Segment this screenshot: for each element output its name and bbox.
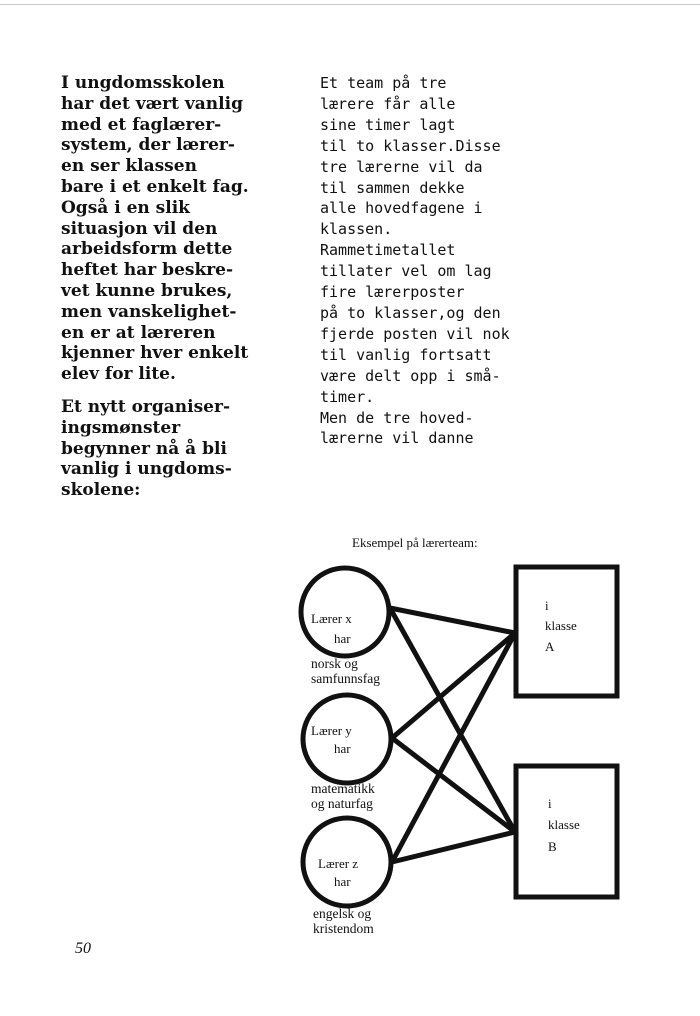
text-line: på to klasser,og den <box>320 303 501 322</box>
teacher-y-label: Lærer y <box>311 723 352 738</box>
teacher-z-circle <box>300 815 394 909</box>
teacher-y-har: har <box>334 741 351 756</box>
teacher-x-subject-1: norsk og <box>311 656 358 671</box>
text-line: ingsmønster <box>61 417 181 438</box>
text-line: men vanskelighet- <box>61 301 237 322</box>
left-column: I ungdomsskolen har det vært vanlig med et… <box>61 73 276 513</box>
class-b-box <box>513 763 620 900</box>
text-line: til vanlig fortsatt <box>320 345 492 364</box>
text-line: arbeidsform dette <box>61 239 233 260</box>
link-z-a <box>389 631 518 864</box>
text-line: I ungdomsskolen <box>61 73 225 93</box>
text-line: vanlig i ungdoms- <box>61 459 232 480</box>
text-line: situasjon vil den <box>61 218 218 239</box>
class-b-klasse: klasse <box>548 817 580 832</box>
text-line: tre lærerne vil da <box>320 157 483 176</box>
teacher-y-circle <box>300 692 394 786</box>
text-line: kjenner hver enkelt <box>61 343 249 364</box>
text-line: fire lærerposter <box>320 283 465 302</box>
text-line: tillater vel om lag <box>320 262 492 281</box>
text-line: Men de tre hoved- <box>320 408 474 427</box>
teacher-y-subject-2: og naturfag <box>311 796 373 811</box>
link-x-a <box>389 605 516 636</box>
teacher-z-subject-1: engelsk og <box>313 906 372 921</box>
link-x-b <box>387 606 518 834</box>
text-line: være delt opp i små- <box>320 366 501 385</box>
teacher-z-subjects: engelsk og kristendom <box>313 906 374 936</box>
text-line: begynner nå å bli <box>61 438 227 459</box>
link-y-a <box>390 631 517 740</box>
class-a-box <box>513 564 620 699</box>
right-paragraph: Et team på tre lærere får alle sine timer … <box>320 73 550 449</box>
text-line: system, der lærer- <box>61 135 235 156</box>
top-rule <box>0 4 700 5</box>
text-line: med et faglærer- <box>61 114 222 135</box>
link-z-b <box>391 829 516 865</box>
page-number: 50 <box>75 940 91 957</box>
text-line: til sammen dekke <box>320 178 465 197</box>
class-b-i: i <box>548 796 552 811</box>
text-line: til to klasser.Disse <box>320 136 501 155</box>
teacher-z-subject-2: kristendom <box>313 921 374 936</box>
text-line: lærere får alle <box>320 94 456 113</box>
left-paragraph-2: Et nytt organiser-ingsmønster begynner nå… <box>61 397 276 501</box>
text-line: Rammetimetallet <box>320 241 456 260</box>
text-line: en ser klassen <box>61 156 197 177</box>
teacher-z-label: Lærer z <box>318 856 358 871</box>
text-line: vet kunne brukes, <box>61 280 233 301</box>
text-line: Et nytt organiser- <box>61 396 231 417</box>
text-line: lærerne vil danne <box>320 429 474 448</box>
text-line: skolene: <box>61 480 141 501</box>
text-line: bare i et enkelt fag. <box>61 176 249 197</box>
teacher-y-subjects: matematikk og naturfag <box>311 781 375 811</box>
text-line: fjerde posten vil nok <box>320 324 510 343</box>
text-line: alle hovedfagene i <box>320 199 483 218</box>
text-line: har det vært vanlig <box>61 93 243 114</box>
teacher-z-har: har <box>334 874 351 889</box>
link-y-b <box>390 736 517 834</box>
teacher-x-circle <box>298 565 392 659</box>
teacher-x-har: har <box>334 631 351 646</box>
text-line: Også i en slik <box>61 197 190 218</box>
teacher-x-subject-2: samfunnsfag <box>311 671 380 686</box>
teacher-x-subjects: norsk og samfunnsfag <box>311 656 380 686</box>
text-line: en er at læreren <box>61 322 216 343</box>
text-line: Et team på tre <box>320 74 447 92</box>
right-column: Et team på tre lærere får alle sine timer … <box>320 73 550 461</box>
left-paragraph-1: I ungdomsskolen har det vært vanlig med et… <box>61 73 276 385</box>
class-b-letter: B <box>548 839 557 854</box>
class-a-klasse: klasse <box>545 618 577 633</box>
class-a-i: i <box>545 598 549 613</box>
teacher-x-label: Lærer x <box>311 611 352 626</box>
text-line: heftet har beskre- <box>61 260 234 281</box>
class-a-letter: A <box>545 639 555 654</box>
diagram-caption: Eksempel på lærerteam: <box>352 535 478 550</box>
text-line: sine timer lagt <box>320 115 456 134</box>
text-line: elev for lite. <box>61 364 176 385</box>
teacher-y-subject-1: matematikk <box>311 781 375 796</box>
text-line: klassen. <box>320 220 393 239</box>
text-line: timer. <box>320 387 375 406</box>
